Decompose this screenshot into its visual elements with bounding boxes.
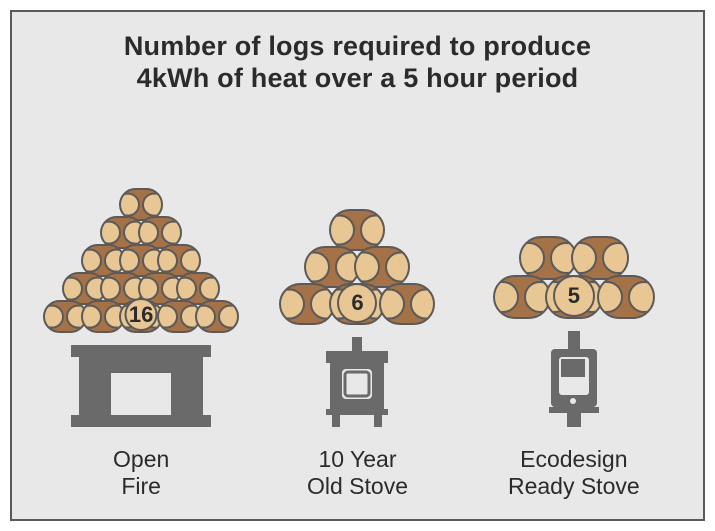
column-open-fire: 16 OpenFire — [38, 188, 244, 499]
caption: 10 YearOld Stove — [307, 446, 408, 499]
count-badge: 16 — [125, 298, 158, 331]
column-old-stove: 6 10 YearOld Stove — [254, 209, 460, 499]
infographic-frame: Number of logs required to produce 4kWh … — [10, 10, 705, 521]
appliance-icon — [545, 331, 603, 432]
count-badge: 6 — [337, 283, 377, 323]
log — [597, 275, 655, 319]
log-row — [307, 246, 407, 288]
log-row — [332, 209, 382, 251]
log — [279, 283, 335, 325]
title-line-2: 4kWh of heat over a 5 hour period — [38, 62, 677, 94]
title-line-1: Number of logs required to produce — [38, 30, 677, 62]
log — [379, 283, 435, 325]
log — [519, 236, 577, 280]
log-pile: 16 — [46, 188, 236, 333]
log — [354, 246, 410, 288]
log-pile: 5 — [496, 236, 652, 319]
caption: OpenFire — [113, 446, 169, 499]
caption-line-1: 10 Year — [307, 446, 408, 472]
log — [493, 275, 551, 319]
woodstove-icon — [320, 337, 394, 427]
column-eco-stove: 5 EcodesignReady Stove — [471, 236, 677, 499]
log — [571, 236, 629, 280]
appliance-icon — [320, 337, 394, 432]
log — [195, 300, 239, 333]
log — [329, 209, 385, 251]
caption-line-2: Old Stove — [307, 473, 408, 499]
log-pile: 6 — [282, 209, 432, 325]
log-row — [522, 236, 626, 280]
appliance-icon — [71, 345, 211, 432]
caption: EcodesignReady Stove — [508, 446, 640, 499]
caption-line-1: Ecodesign — [508, 446, 640, 472]
items-row: 16 OpenFire6 10 YearOld Stove5 Ecodesign… — [38, 117, 677, 499]
caption-line-2: Fire — [113, 473, 169, 499]
log — [304, 246, 360, 288]
fireplace-icon — [71, 345, 211, 427]
caption-line-1: Open — [113, 446, 169, 472]
ecostove-icon — [545, 331, 603, 427]
count-badge: 5 — [553, 275, 595, 317]
caption-line-2: Ready Stove — [508, 473, 640, 499]
title: Number of logs required to produce 4kWh … — [38, 30, 677, 95]
log-row — [84, 244, 198, 277]
